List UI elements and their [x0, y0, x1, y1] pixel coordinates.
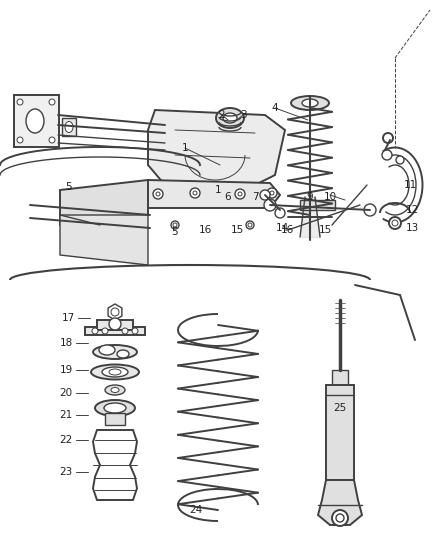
Ellipse shape [396, 156, 404, 164]
Text: 25: 25 [333, 403, 346, 413]
Bar [14, 95, 59, 147]
Ellipse shape [49, 99, 55, 105]
Ellipse shape [49, 137, 55, 143]
Ellipse shape [111, 387, 119, 392]
Text: 7: 7 [252, 192, 258, 202]
Text: 10: 10 [323, 192, 336, 202]
Ellipse shape [392, 220, 398, 226]
Text: 22: 22 [60, 435, 73, 445]
Polygon shape [148, 110, 285, 195]
Bar [97, 320, 133, 330]
Bar [326, 385, 354, 480]
Text: 15: 15 [230, 225, 244, 235]
Polygon shape [318, 480, 362, 525]
Ellipse shape [190, 188, 200, 198]
Ellipse shape [156, 192, 160, 196]
Text: 19: 19 [60, 365, 73, 375]
Text: 18: 18 [60, 338, 73, 348]
Ellipse shape [332, 510, 348, 526]
Ellipse shape [105, 385, 125, 395]
Ellipse shape [102, 367, 128, 377]
Text: 6: 6 [225, 192, 231, 202]
Ellipse shape [216, 108, 244, 128]
Bar [105, 413, 125, 425]
Ellipse shape [291, 96, 329, 110]
Ellipse shape [267, 188, 277, 198]
Text: 11: 11 [403, 180, 417, 190]
Text: 17: 17 [61, 313, 74, 323]
Ellipse shape [17, 137, 23, 143]
Text: 13: 13 [406, 223, 419, 233]
Polygon shape [148, 180, 280, 208]
Ellipse shape [260, 190, 270, 200]
Text: 15: 15 [318, 225, 332, 235]
Ellipse shape [104, 403, 126, 413]
Ellipse shape [171, 221, 179, 229]
Text: 9: 9 [307, 192, 313, 202]
Bar [62, 118, 76, 136]
Bar [85, 327, 145, 335]
Polygon shape [60, 180, 148, 225]
Text: 2: 2 [219, 110, 225, 120]
Ellipse shape [275, 208, 285, 218]
Bar [332, 370, 348, 385]
Text: 1: 1 [215, 185, 221, 195]
Ellipse shape [246, 221, 254, 229]
Text: 16: 16 [280, 225, 293, 235]
Ellipse shape [109, 369, 121, 375]
Ellipse shape [364, 204, 376, 216]
Ellipse shape [111, 308, 119, 316]
Ellipse shape [91, 365, 139, 379]
Text: 4: 4 [272, 103, 278, 113]
Ellipse shape [383, 133, 393, 143]
Ellipse shape [235, 189, 245, 199]
Ellipse shape [117, 350, 129, 358]
Ellipse shape [238, 192, 242, 196]
Bar [300, 200, 335, 210]
Text: 16: 16 [198, 225, 212, 235]
Ellipse shape [92, 328, 98, 334]
Ellipse shape [336, 514, 344, 522]
Ellipse shape [302, 99, 318, 107]
Ellipse shape [65, 122, 73, 133]
Ellipse shape [248, 223, 252, 227]
Ellipse shape [223, 113, 237, 123]
Ellipse shape [193, 191, 197, 195]
Text: 23: 23 [60, 467, 73, 477]
Ellipse shape [99, 345, 115, 355]
Ellipse shape [95, 400, 135, 416]
Text: 24: 24 [189, 505, 203, 515]
Text: 5: 5 [65, 182, 71, 192]
Ellipse shape [153, 189, 163, 199]
Ellipse shape [26, 109, 44, 133]
Text: 3: 3 [240, 110, 246, 120]
Ellipse shape [17, 99, 23, 105]
Ellipse shape [389, 217, 401, 229]
Text: 12: 12 [406, 205, 419, 215]
Ellipse shape [122, 328, 128, 334]
Text: 14: 14 [276, 223, 289, 233]
Ellipse shape [382, 150, 392, 160]
Text: 21: 21 [60, 410, 73, 420]
Ellipse shape [173, 223, 177, 227]
Ellipse shape [132, 328, 138, 334]
Ellipse shape [270, 191, 274, 195]
Ellipse shape [93, 345, 137, 359]
Text: 5: 5 [172, 227, 178, 237]
Ellipse shape [264, 199, 276, 211]
Text: 1: 1 [182, 143, 188, 153]
Text: 20: 20 [60, 388, 73, 398]
Ellipse shape [109, 318, 121, 330]
Polygon shape [60, 215, 148, 265]
Ellipse shape [102, 328, 108, 334]
